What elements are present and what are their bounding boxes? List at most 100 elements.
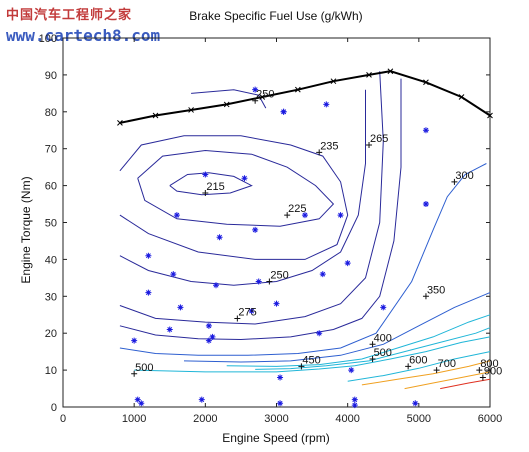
- max-torque-marker: [387, 68, 394, 75]
- y-tick-label: 90: [45, 70, 57, 82]
- contour-line-275-6: [119, 78, 402, 341]
- max-torque-marker: [152, 112, 159, 119]
- contour-label-225: 225: [288, 203, 306, 215]
- x-tick-label: 3000: [264, 413, 288, 425]
- contour-line-300-7: [119, 163, 487, 356]
- contour-label-215: 215: [206, 181, 224, 193]
- measurement-point: [241, 175, 248, 182]
- y-tick-label: 40: [45, 254, 57, 266]
- y-tick-label: 30: [45, 291, 57, 303]
- max-torque-marker: [487, 112, 493, 119]
- watermark-site-url: www.cartech8.com: [6, 26, 161, 45]
- contour-label-800: 800: [480, 358, 498, 370]
- measurement-point: [209, 333, 216, 340]
- axis-tick-layer: 0 1000 2000 3000 4000 5000 6000 0 10 20 30 40 50 60 70…: [39, 33, 503, 425]
- contour-label-marker: [202, 189, 209, 196]
- measurement-point: [202, 171, 209, 178]
- measurement-point: [422, 201, 429, 208]
- measurement-point: [280, 108, 287, 115]
- max-torque-marker: [259, 94, 266, 100]
- measurement-point: [323, 101, 330, 108]
- contour-label-700: 700: [438, 358, 456, 370]
- contour-line-500-11: [134, 336, 491, 373]
- contour-line-450-10: [255, 327, 491, 370]
- y-axis-title: Engine Torque (Nm): [19, 176, 33, 283]
- max-torque-marker: [330, 78, 337, 85]
- x-tick-label: 1000: [122, 413, 146, 425]
- contour-line-700-13: [361, 360, 491, 386]
- contour-label-900: 900: [484, 365, 502, 377]
- contour-label-marker: [366, 142, 373, 149]
- chart-title: Brake Specific Fuel Use (g/kWh): [189, 9, 362, 23]
- contour-label-marker: [369, 356, 376, 363]
- contour-label-marker: [369, 341, 376, 348]
- contour-label-marker: [252, 97, 259, 104]
- max-torque-marker: [294, 86, 301, 93]
- measurement-point: [319, 271, 326, 278]
- contour-label-marker: [405, 363, 412, 370]
- contour-label-marker: [316, 149, 323, 156]
- contour-line-350-8: [183, 292, 491, 363]
- contour-line-265-5: [119, 71, 384, 325]
- measurement-point: [198, 396, 205, 403]
- measurement-point: [145, 252, 152, 259]
- contour-label-250: 250: [256, 89, 274, 101]
- contour-label-400: 400: [374, 332, 392, 344]
- measurement-point: [252, 86, 259, 93]
- contour-label-500: 500: [135, 362, 153, 374]
- y-tick-label: 100: [39, 33, 57, 45]
- max-torque-layer: [117, 68, 493, 126]
- measurement-point: [177, 304, 184, 311]
- contour-label-marker: [266, 278, 273, 285]
- contour-label-250: 250: [270, 270, 288, 282]
- y-tick-label: 70: [45, 144, 57, 156]
- contour-line-250-4: [119, 89, 366, 286]
- x-tick-label: 2000: [193, 413, 217, 425]
- x-tick-label: 6000: [478, 413, 502, 425]
- max-torque-marker: [188, 107, 194, 113]
- x-tick-label: 5000: [407, 413, 431, 425]
- measurement-point: [216, 234, 223, 241]
- max-torque-curve: [119, 70, 491, 124]
- measurement-point: [173, 212, 180, 219]
- measurement-point: [205, 337, 212, 344]
- measurement-point: [273, 300, 280, 307]
- contour-label-marker: [284, 212, 291, 219]
- measurement-point: [351, 402, 358, 409]
- measurement-point: [348, 367, 355, 374]
- y-tick-label: 20: [45, 328, 57, 340]
- measurement-point: [131, 337, 138, 344]
- x-tick-label: 0: [60, 413, 66, 425]
- measurement-point: [337, 212, 344, 219]
- measurement-point: [138, 400, 145, 407]
- contour-label-235: 235: [320, 140, 338, 152]
- contour-label-marker: [433, 367, 440, 374]
- contour-label-marker: [476, 367, 483, 374]
- contour-label-300: 300: [455, 170, 473, 182]
- measurement-point: [166, 326, 173, 333]
- y-tick-label: 0: [51, 402, 57, 414]
- measurement-point: [213, 282, 220, 289]
- contour-line-225-1: [137, 149, 335, 227]
- measurement-point: [277, 374, 284, 381]
- measurement-point: [248, 308, 255, 315]
- contour-label-275: 275: [238, 306, 256, 318]
- contour-label-marker: [422, 293, 429, 300]
- contour-line-600-12: [347, 351, 491, 382]
- measurement-point: [252, 226, 259, 233]
- contour-line-235-2: [119, 135, 349, 260]
- measurement-point: [170, 271, 177, 278]
- y-tick-label: 60: [45, 181, 57, 193]
- measurement-point: [316, 330, 323, 337]
- max-torque-marker: [223, 101, 230, 108]
- contour-label-265: 265: [370, 133, 388, 145]
- max-torque-marker: [366, 72, 372, 78]
- max-torque-marker: [458, 94, 465, 100]
- contour-line-400-9: [226, 314, 491, 367]
- measurement-point: [351, 396, 358, 403]
- measurement-point: [301, 212, 308, 219]
- contour-label-450: 450: [302, 354, 320, 366]
- contour-label-marker: [479, 374, 486, 381]
- measurement-point: [277, 400, 284, 407]
